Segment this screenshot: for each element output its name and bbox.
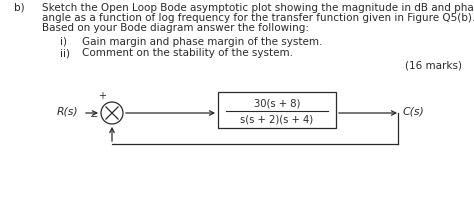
Text: Sketch the Open Loop Bode asymptotic plot showing the magnitude in dB and phase: Sketch the Open Loop Bode asymptotic plo… <box>42 3 474 13</box>
Bar <box>218 92 336 128</box>
Text: angle as a function of log frequency for the transfer function given in Figure Q: angle as a function of log frequency for… <box>42 13 474 23</box>
Text: b): b) <box>14 3 25 13</box>
Text: C(s): C(s) <box>403 106 425 116</box>
Text: Gain margin and phase margin of the system.: Gain margin and phase margin of the syst… <box>82 37 322 47</box>
Text: ii): ii) <box>60 48 70 58</box>
Text: R(s): R(s) <box>57 106 79 116</box>
Text: s(s + 2)(s + 4): s(s + 2)(s + 4) <box>240 114 314 124</box>
Text: −: − <box>90 112 98 122</box>
Text: Comment on the stability of the system.: Comment on the stability of the system. <box>82 48 293 58</box>
Text: i): i) <box>60 37 67 47</box>
Text: 30(s + 8): 30(s + 8) <box>254 99 300 109</box>
Text: Based on your Bode diagram answer the following:: Based on your Bode diagram answer the fo… <box>42 23 309 33</box>
Text: +: + <box>98 91 106 101</box>
Text: (16 marks): (16 marks) <box>405 60 462 70</box>
